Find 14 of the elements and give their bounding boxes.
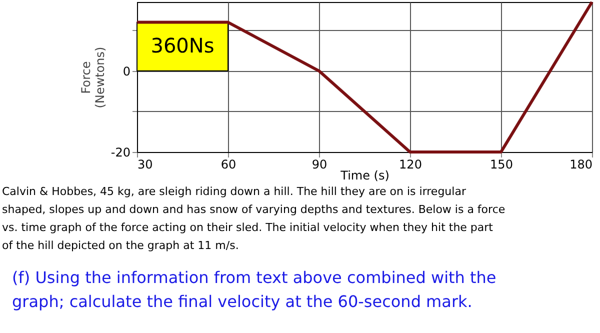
y-axis-title: Force (Newtons) [78,46,107,108]
text: Calvin & Hobbes, 45 kg, are sleigh riding down a hill. The hill they are on is irregular shaped, slopes up and down and has snow of varying depths and textures. Below is a force vs. time graph of the force acting on their sled. The initial velocity when they hit the part of the hill depicted on the graph at 11 m/s. [2,185,506,252]
text: (f) Using the information from text above combined with the graph; calculate the final velocity at the 60-second mark. [12,268,496,311]
x-tick-label: 150 [490,158,513,172]
x-tick-label: 30 [138,158,153,172]
x-tick-label: 180 [570,158,592,172]
x-tick-label: 60 [220,158,236,172]
y-tick-label: 0 [122,64,130,78]
x-tick-label: 90 [312,158,328,172]
x-axis-title: Time (s) [340,168,390,182]
y-tick-label: -20 [110,146,130,160]
line-series [136,0,594,154]
x-tick-label: 120 [399,158,422,172]
annotation: 360Ns [150,34,214,58]
